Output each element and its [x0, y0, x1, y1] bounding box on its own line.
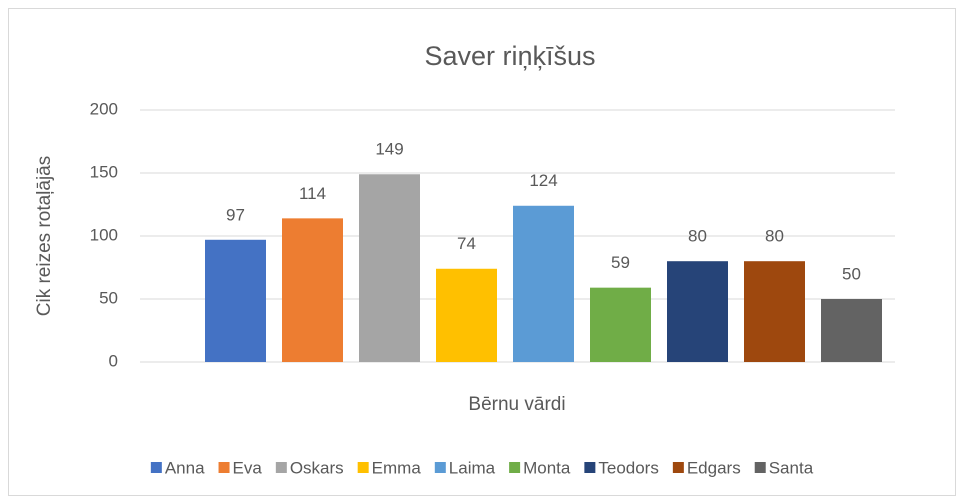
legend-swatch [218, 462, 230, 473]
legend-label: Laima [449, 458, 496, 477]
legend-swatch [357, 462, 369, 473]
bar [667, 261, 728, 362]
legend-label: Edgars [687, 458, 741, 477]
y-tick-label: 50 [99, 288, 118, 307]
y-tick-label: 200 [90, 99, 118, 118]
data-label: 50 [842, 264, 861, 283]
legend-label: Emma [372, 458, 422, 477]
y-tick-label: 150 [90, 162, 118, 181]
legend-label: Teodors [598, 458, 658, 477]
legend-label: Oskars [290, 458, 344, 477]
bar [205, 239, 266, 362]
bar [359, 174, 420, 362]
data-label: 59 [611, 253, 630, 272]
bar [821, 299, 882, 362]
legend-label: Santa [769, 458, 814, 477]
data-label: 149 [375, 140, 403, 159]
data-label: 80 [688, 227, 707, 246]
legend-swatch [434, 462, 446, 473]
y-tick-label: 0 [109, 351, 118, 370]
legend-swatch [584, 462, 596, 473]
legend-swatch [150, 462, 162, 473]
bar [744, 261, 805, 362]
data-label: 124 [529, 171, 557, 190]
data-label: 80 [765, 227, 784, 246]
legend-swatch [509, 462, 521, 473]
data-label: 74 [457, 234, 476, 253]
legend-label: Monta [523, 458, 571, 477]
legend-label: Eva [233, 458, 263, 477]
chart-border [8, 8, 956, 496]
y-tick-label: 100 [90, 225, 118, 244]
data-label: 97 [226, 205, 245, 224]
bar [436, 268, 497, 362]
y-axis-label: Cik reizes rotaļājās [34, 156, 55, 317]
chart-title: Saver riņķīšus [424, 41, 595, 71]
data-label: 114 [299, 184, 326, 203]
x-axis-label: Bērnu vārdi [468, 394, 565, 415]
legend-label: Anna [165, 458, 205, 477]
bar [282, 218, 343, 362]
legend-swatch [754, 462, 766, 473]
bar [590, 287, 651, 362]
legend-swatch [275, 462, 287, 473]
bar [513, 205, 574, 362]
legend-swatch [672, 462, 684, 473]
